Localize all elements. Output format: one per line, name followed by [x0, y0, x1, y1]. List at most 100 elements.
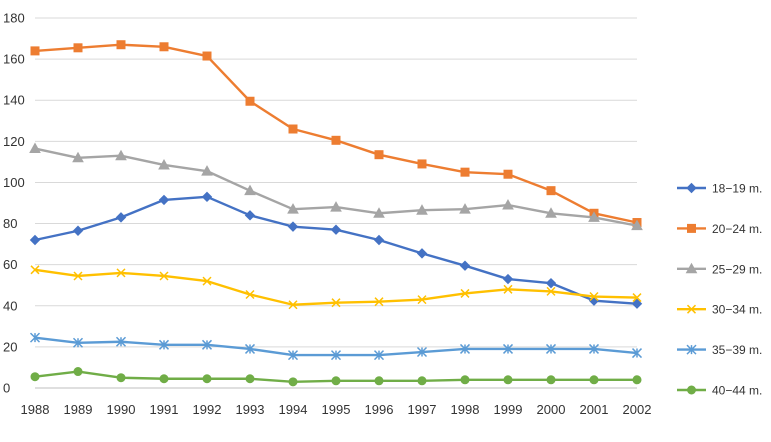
legend-label: 30−34 m. [712, 303, 762, 317]
y-tick-label: 60 [3, 257, 17, 272]
data-point [201, 339, 213, 350]
data-point [115, 149, 127, 161]
data-point [159, 271, 169, 281]
data-point [685, 262, 698, 274]
data-point [546, 286, 556, 296]
data-point [330, 201, 342, 212]
data-point [687, 223, 696, 233]
data-point [30, 265, 40, 275]
data-point [73, 43, 83, 53]
data-point [632, 293, 642, 303]
legend-label: 25−29 m. [712, 262, 762, 276]
y-tick-label: 140 [3, 93, 25, 108]
data-point [374, 376, 384, 386]
data-point [502, 273, 514, 285]
y-tick-label: 160 [3, 52, 25, 67]
data-point [73, 271, 83, 281]
series-star [29, 332, 643, 361]
data-point [331, 376, 341, 386]
data-point [589, 291, 599, 302]
data-point [331, 298, 341, 308]
data-point [373, 234, 385, 246]
legend: 18−19 m. 20−24 m. 25−29 m. 30−34 m. 35−39 m.… [677, 182, 762, 398]
data-point [416, 204, 428, 215]
data-point [287, 203, 299, 214]
data-point [244, 343, 256, 354]
data-point [545, 207, 557, 218]
data-point [631, 219, 643, 231]
data-point [159, 374, 169, 384]
data-point [288, 377, 298, 387]
legend-label: 40−44 m. [712, 384, 762, 398]
x-tick-label: 1990 [107, 402, 136, 417]
legend-item: 35−39 m. [677, 343, 762, 357]
y-tick-label: 40 [3, 298, 17, 313]
data-point [245, 289, 255, 300]
data-point [115, 336, 127, 347]
data-point [546, 186, 556, 196]
y-tick-label: 180 [3, 11, 25, 26]
data-point [588, 343, 600, 354]
data-point [545, 277, 557, 289]
data-point [116, 268, 126, 278]
x-tick-label: 1998 [451, 402, 480, 417]
data-point [245, 96, 255, 106]
x-tick-label: 1996 [365, 402, 394, 417]
data-point [503, 169, 513, 179]
data-point [244, 210, 256, 221]
legend-item: 20−24 m. [677, 222, 762, 236]
data-point [287, 221, 299, 232]
data-point [417, 295, 427, 305]
data-point [201, 191, 213, 203]
data-point [73, 367, 83, 377]
data-point [30, 372, 40, 382]
data-point [29, 142, 41, 154]
series-diamond [29, 191, 643, 309]
data-point [546, 375, 556, 385]
data-point [115, 212, 127, 223]
data-point [72, 337, 84, 348]
data-point [29, 332, 41, 343]
data-point [631, 298, 643, 309]
y-tick-label: 20 [3, 339, 17, 354]
data-point [417, 376, 427, 386]
legend-label: 18−19 m. [712, 182, 762, 196]
data-point [158, 339, 170, 350]
data-point [159, 42, 169, 52]
legend-label: 35−39 m. [712, 343, 762, 357]
data-point [374, 150, 384, 160]
series-line [34, 43, 638, 224]
data-point [116, 40, 126, 50]
data-point [373, 350, 385, 361]
data-point [503, 284, 513, 294]
series-triangle [29, 142, 643, 231]
data-point [30, 46, 40, 56]
y-tick-label: 100 [3, 175, 25, 190]
data-point [287, 350, 299, 361]
y-tick-label: 0 [3, 381, 10, 396]
legend-item: 40−44 m. [677, 384, 762, 398]
legend-label: 20−24 m. [712, 222, 762, 236]
series-circle [30, 367, 642, 387]
series-line [34, 268, 638, 306]
series-group [29, 40, 643, 387]
x-tick-label: 2000 [537, 402, 566, 417]
x-tick-label: 1989 [64, 402, 93, 417]
data-point [502, 343, 514, 354]
x-tick-label: 2001 [580, 402, 609, 417]
data-point [459, 260, 471, 271]
data-point [460, 167, 470, 177]
data-point [632, 375, 642, 385]
y-tick-label: 120 [3, 134, 25, 149]
data-point [158, 158, 170, 170]
data-point [417, 159, 427, 169]
data-point [202, 51, 212, 61]
data-point [460, 375, 470, 385]
x-tick-label: 1997 [408, 402, 437, 417]
data-point [72, 225, 84, 236]
data-point [202, 276, 212, 286]
data-point [72, 151, 84, 163]
data-point [687, 385, 696, 395]
